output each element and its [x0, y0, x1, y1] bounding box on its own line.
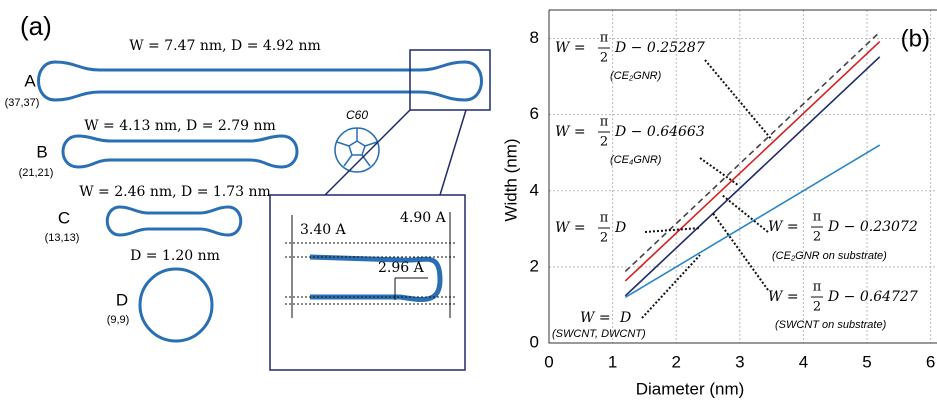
fullerene — [335, 128, 379, 172]
y-axis-title: Width (nm) — [501, 138, 520, 221]
tube-title: W = 7.47 nm, D = 4.92 nm — [129, 38, 321, 54]
equation-num: π — [600, 31, 609, 46]
equation-note: (SWCNT, DWCNT) — [552, 328, 646, 340]
equation-den: 2 — [600, 51, 608, 66]
equation-lhs: W = — [768, 219, 799, 235]
equation-rhs: D — [614, 220, 626, 236]
inset-bulb-label: 4.90 A — [400, 210, 447, 226]
tube-chirality: (37,37) — [5, 97, 40, 109]
series-line — [625, 32, 879, 271]
inset-gap: 3.40 A — [300, 222, 347, 238]
equation-note: (CE₂GNR) — [610, 70, 662, 82]
equation-num: π — [600, 115, 609, 130]
tube-chirality: (13,13) — [45, 232, 80, 244]
equation-lhs: W = — [555, 220, 586, 236]
equation-lhs: W = — [555, 124, 586, 140]
equation-den: 2 — [813, 300, 821, 315]
equation-note: (CE₂GNR on substrate) — [772, 250, 887, 262]
equation-rhs: D − 0.23072 — [827, 219, 918, 235]
chart: 0 1 2 3 4 5 6 0 2 4 6 8 W = π 2 D − 0.25287 (CE₂GNR) W = π… — [530, 10, 937, 371]
equation-den: 2 — [813, 230, 821, 245]
tube-title: W = 2.46 nm, D = 1.73 nm — [79, 184, 271, 200]
y-tick-label: 2 — [530, 256, 539, 275]
tube-letter: B — [36, 142, 47, 161]
equation-rhs: D — [619, 310, 631, 326]
tube-title: D = 1.20 nm — [130, 248, 220, 264]
equation-note: (SWCNT on substrate) — [775, 319, 887, 331]
x-tick-label: 3 — [735, 352, 744, 371]
y-tick-label: 8 — [530, 28, 539, 47]
equation-den: 2 — [600, 135, 608, 150]
zoom-lines — [325, 110, 466, 195]
x-tick-label: 4 — [799, 352, 808, 371]
zoom-box — [410, 50, 490, 110]
equation-num: π — [600, 211, 609, 226]
tube-letter: C — [58, 208, 70, 227]
tube-d — [140, 269, 212, 341]
equation-note: (CE₄GNR) — [610, 154, 662, 166]
tube-b — [63, 136, 297, 167]
y-tick-label: 4 — [530, 180, 539, 199]
x-tick-label: 1 — [608, 352, 617, 371]
equation-den: 2 — [600, 231, 608, 246]
equation-lhs: W = — [768, 289, 799, 305]
equation-num: π — [813, 210, 822, 225]
x-tick-label: 5 — [862, 352, 871, 371]
tube-chirality: (9,9) — [107, 314, 130, 326]
x-tick-label: 6 — [926, 352, 935, 371]
panel-label: (a) — [20, 11, 52, 41]
tube-a — [39, 62, 482, 100]
x-tick-label: 2 — [671, 352, 680, 371]
figure: (a) W = 7.47 nm, D = 4.92 nm A (37,37) W… — [0, 0, 937, 400]
tube-chirality: (21,21) — [19, 167, 54, 179]
series-line — [625, 42, 879, 281]
x-axis-title: Diameter (nm) — [636, 379, 745, 398]
equation-rhs: D − 0.64727 — [827, 289, 918, 305]
equation-lhs: W = — [580, 310, 611, 326]
tube-letter: A — [24, 71, 36, 90]
y-tick-label: 0 — [530, 332, 539, 351]
equation-rhs: D − 0.25287 — [614, 40, 705, 56]
y-tick-label: 6 — [530, 104, 539, 123]
panel-label: (b) — [901, 25, 930, 52]
equation-rhs: D − 0.64663 — [614, 124, 705, 140]
inset-radius: 2.96 A — [378, 260, 425, 276]
equation-lhs: W = — [555, 40, 586, 56]
annotation-arrows — [642, 60, 772, 318]
x-tick-label: 0 — [544, 352, 553, 371]
tube-c — [107, 207, 241, 235]
tube-title: W = 4.13 nm, D = 2.79 nm — [84, 118, 276, 134]
fullerene-label: C60 — [346, 108, 368, 122]
equation-num: π — [813, 280, 822, 295]
tube-letter: D — [116, 290, 128, 309]
